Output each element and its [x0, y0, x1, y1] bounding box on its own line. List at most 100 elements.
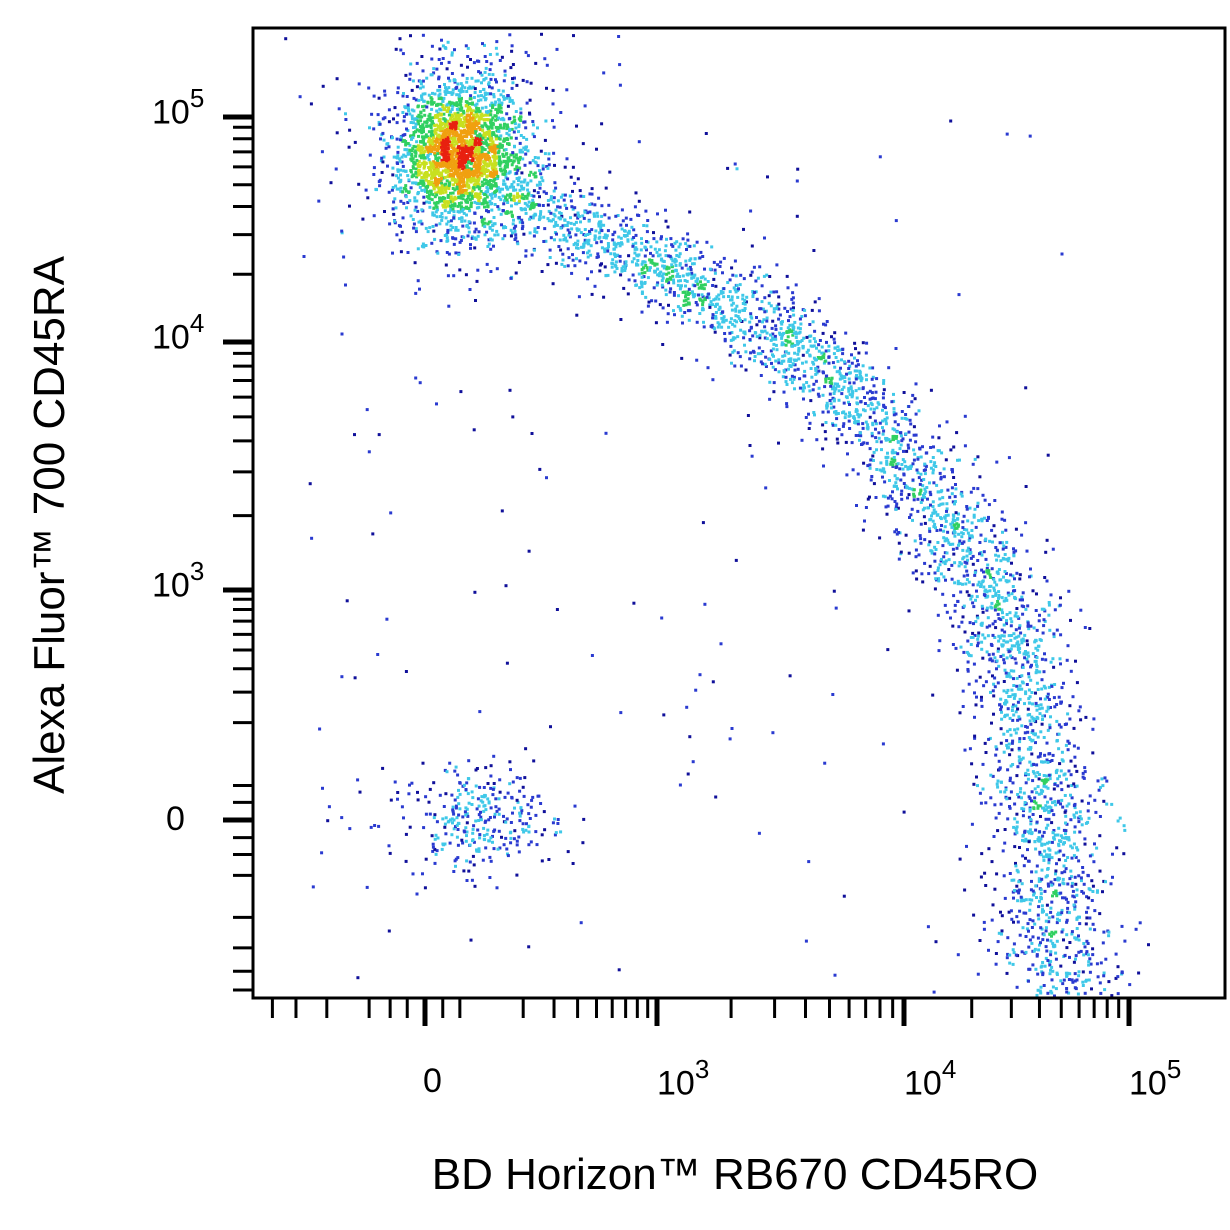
event-dot [815, 438, 819, 442]
event-dot [1020, 533, 1024, 537]
event-dot [784, 375, 788, 379]
event-dot [757, 346, 761, 350]
event-dot [1122, 824, 1126, 828]
event-dot [1104, 957, 1108, 961]
event-dot [1098, 981, 1102, 985]
event-dot [416, 798, 420, 802]
event-dot [549, 236, 553, 240]
event-dot [930, 514, 933, 518]
event-dot [708, 303, 712, 307]
event-dot [830, 335, 833, 339]
event-dot [923, 487, 927, 491]
event-dot [764, 355, 768, 359]
event-dot [501, 187, 504, 191]
event-dot [437, 147, 441, 151]
event-dot [1020, 724, 1024, 728]
event-dot [1012, 703, 1015, 707]
event-dot [942, 529, 946, 533]
event-dot [921, 445, 924, 449]
event-dot [736, 295, 740, 299]
event-dot [430, 198, 434, 202]
event-dot [1004, 671, 1008, 675]
event-dot [444, 816, 448, 820]
event-dot [436, 836, 440, 840]
event-dot [1102, 799, 1106, 803]
event-dot [394, 206, 398, 210]
event-dot [486, 828, 490, 832]
event-dot [508, 116, 512, 120]
event-dot [475, 102, 479, 106]
event-dot [426, 118, 430, 121]
event-dot [673, 313, 676, 317]
event-dot [695, 303, 699, 307]
event-dot [451, 199, 455, 203]
event-dot [492, 168, 496, 172]
event-dot [532, 189, 536, 193]
event-dot [534, 830, 538, 834]
event-dot [684, 284, 687, 288]
event-dot [450, 130, 454, 133]
event-dot [899, 552, 903, 556]
event-dot [468, 102, 472, 106]
event-dot [361, 217, 365, 221]
event-dot [1046, 841, 1049, 845]
event-dot [421, 872, 424, 876]
event-dot [435, 402, 438, 406]
event-dot [853, 417, 857, 421]
event-dot [418, 154, 422, 158]
event-dot [475, 165, 479, 169]
event-dot [441, 133, 445, 137]
event-dot [576, 239, 580, 243]
event-dot [944, 578, 947, 582]
event-dot [1012, 825, 1016, 829]
event-dot [922, 515, 926, 519]
event-dot [409, 157, 413, 161]
event-dot [861, 364, 865, 368]
event-dot [1046, 760, 1050, 764]
event-dot [436, 114, 440, 117]
event-dot [978, 791, 982, 795]
event-dot [465, 223, 469, 227]
event-dot [448, 132, 452, 136]
event-dot [872, 411, 876, 415]
event-dot [492, 178, 496, 182]
event-dot [528, 98, 532, 102]
event-dot [521, 78, 525, 82]
event-dot [980, 852, 984, 856]
event-dot [483, 55, 487, 58]
event-dot [514, 136, 518, 140]
event-dot [484, 76, 488, 80]
event-dot [821, 393, 825, 397]
event-dot [1060, 686, 1064, 690]
event-dot [1093, 798, 1097, 802]
event-dot [896, 423, 900, 427]
event-dot [950, 486, 954, 490]
event-dot [1044, 778, 1048, 782]
event-dot [1037, 792, 1041, 796]
event-dot [763, 336, 767, 340]
event-dot [793, 368, 797, 372]
event-dot [947, 541, 951, 545]
event-dot [398, 37, 402, 41]
event-dot [533, 156, 537, 159]
event-dot [444, 168, 448, 172]
event-dot [428, 787, 432, 791]
event-dot [458, 807, 462, 811]
event-dot [663, 249, 667, 253]
event-dot [1050, 900, 1054, 904]
event-dot [670, 265, 674, 269]
event-dot [675, 254, 679, 257]
event-dot [460, 143, 464, 147]
event-dot [1114, 976, 1118, 980]
event-dot [470, 142, 474, 146]
event-dot [1059, 769, 1063, 773]
event-dot [460, 235, 464, 239]
event-dot [503, 73, 507, 77]
event-dot [479, 98, 483, 102]
event-dot [1042, 684, 1046, 688]
event-dot [759, 352, 763, 356]
event-dot [414, 154, 418, 158]
event-dot [441, 842, 445, 846]
event-dot [418, 163, 422, 167]
event-dot [1090, 879, 1094, 883]
